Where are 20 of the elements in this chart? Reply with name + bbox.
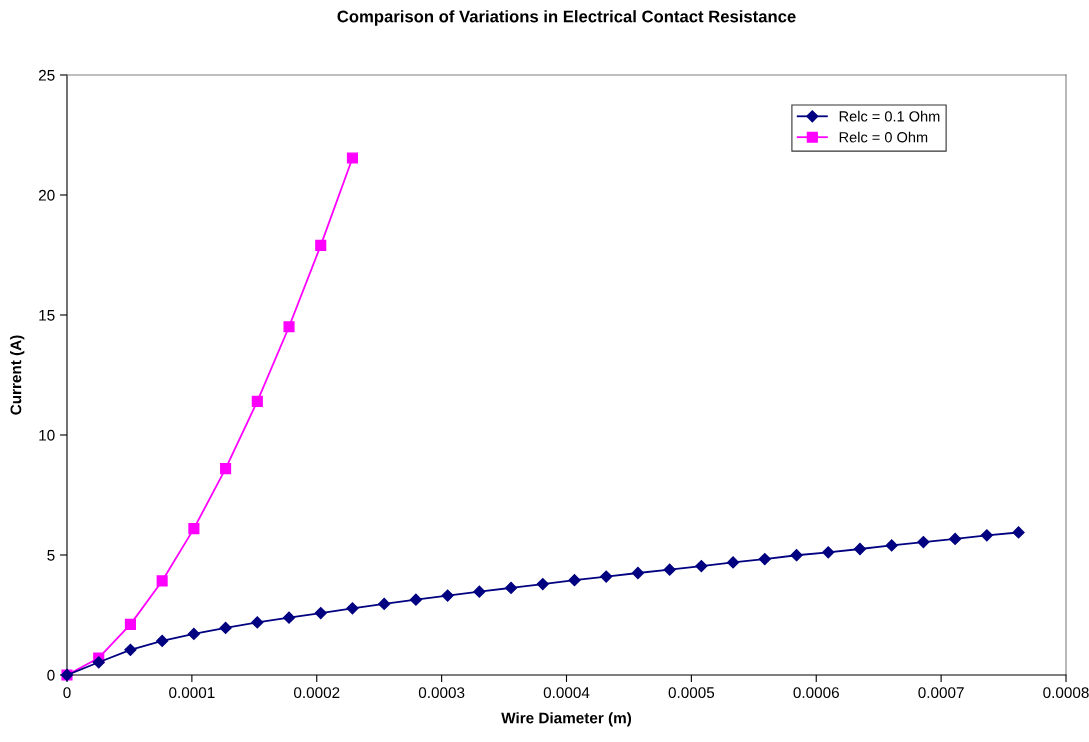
x-tick-label: 0 — [63, 687, 71, 699]
x-tick-label: 0.0004 — [543, 687, 590, 699]
x-axis-title: Wire Diameter (m) — [501, 712, 632, 727]
y-tick-label: 10 — [39, 429, 55, 441]
y-tick-label: 25 — [38, 69, 55, 81]
x-tick-label: 0.0005 — [668, 687, 715, 699]
x-tick-label: 0.0008 — [1043, 687, 1089, 699]
x-tick-label: 0.0003 — [418, 687, 465, 699]
x-tick-label: 0.0007 — [918, 687, 964, 699]
y-tick-label: 15 — [39, 310, 55, 321]
chart-title: Comparison of Variations in Electrical Contact Resistance — [337, 10, 796, 26]
y-tick-label: 5 — [47, 550, 55, 561]
x-tick-label: 0.0001 — [169, 687, 215, 699]
y-tick-label: 20 — [38, 189, 55, 201]
x-tick-label: 0.0002 — [293, 687, 340, 699]
x-tick-label: 0.0006 — [793, 687, 839, 699]
y-tick-label: 0 — [47, 669, 55, 681]
legend-label: Relc = 0.1 Ohm — [839, 110, 940, 122]
y-axis-title: Current (A) — [10, 335, 25, 415]
legend-label: Relc = 0 Ohm — [839, 131, 928, 143]
